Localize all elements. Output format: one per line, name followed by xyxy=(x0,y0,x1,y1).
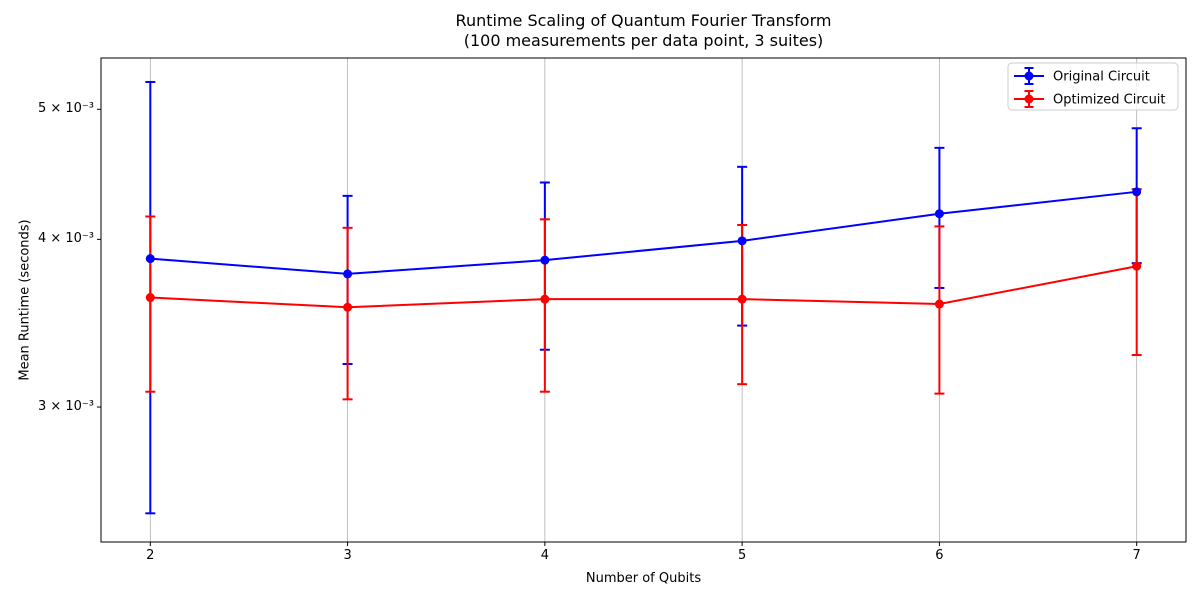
data-point-marker-series0 xyxy=(737,236,747,246)
x-tick-label: 7 xyxy=(1132,548,1141,563)
chart-title-line1: Runtime Scaling of Quantum Fourier Trans… xyxy=(455,11,832,30)
data-point-marker-series0 xyxy=(540,255,550,265)
data-point-marker-series0 xyxy=(343,269,353,279)
data-point-marker-series1 xyxy=(1132,261,1142,271)
legend-handle-marker xyxy=(1024,94,1034,104)
legend-label: Original Circuit xyxy=(1053,70,1150,85)
x-tick-label: 3 xyxy=(343,548,352,563)
chart-title-line2: (100 measurements per data point, 3 suit… xyxy=(463,31,824,50)
data-point-marker-series0 xyxy=(145,254,155,264)
data-point-marker-series1 xyxy=(343,302,353,312)
x-tick-label: 4 xyxy=(540,548,549,563)
data-point-marker-series1 xyxy=(737,294,747,304)
legend-box xyxy=(1007,62,1179,111)
data-point-marker-series1 xyxy=(145,293,155,303)
chart-title: Runtime Scaling of Quantum Fourier Trans… xyxy=(101,11,1186,51)
series-line-1 xyxy=(150,265,1137,309)
data-point-marker-series1 xyxy=(540,294,550,304)
y-tick-label: 3 × 10⁻³ xyxy=(37,399,94,415)
data-point-marker-series0 xyxy=(934,209,944,219)
x-tick-label: 5 xyxy=(737,548,747,563)
legend-handle-marker xyxy=(1024,71,1034,81)
x-tick-label: 2 xyxy=(146,548,155,563)
data-point-marker-series0 xyxy=(1132,187,1142,197)
data-point-marker-series1 xyxy=(934,299,944,309)
y-axis-label: Mean Runtime (seconds) xyxy=(17,219,33,381)
y-tick-label: 5 × 10⁻³ xyxy=(37,101,94,117)
legend-label: Optimized Circuit xyxy=(1053,93,1166,108)
x-axis-label: Number of Qubits xyxy=(585,571,702,586)
x-tick-label: 6 xyxy=(935,548,944,563)
plot-border xyxy=(100,57,1187,543)
series-line-0 xyxy=(150,190,1137,275)
y-tick-label: 4 × 10⁻³ xyxy=(37,231,94,247)
